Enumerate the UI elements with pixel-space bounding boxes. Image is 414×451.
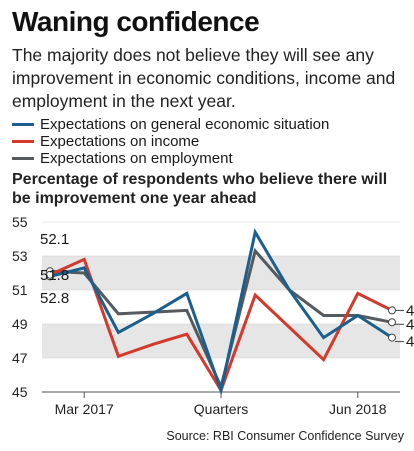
end-value-label: 49.8 bbox=[406, 302, 414, 319]
start-marker bbox=[46, 270, 54, 279]
source-note: Source: RBI Consumer Confidence Survey bbox=[166, 429, 404, 443]
end-marker bbox=[388, 306, 396, 315]
chart-heading: Percentage of respondents who believe th… bbox=[12, 171, 388, 207]
grid-band bbox=[42, 324, 400, 358]
chart-subtitle: The majority does not believe they will … bbox=[12, 45, 396, 111]
start-value-label: 52.1 bbox=[40, 231, 69, 248]
legend-swatch-employment bbox=[12, 157, 34, 160]
x-tick-label: Jun 2018 bbox=[329, 401, 387, 417]
legend-item-employment: Expectations on employment bbox=[12, 150, 329, 167]
series-lines bbox=[49, 228, 393, 396]
y-tick-label: 55 bbox=[12, 214, 28, 230]
start-value-label: 51.8 bbox=[40, 267, 69, 284]
y-tick-label: 53 bbox=[12, 248, 28, 264]
legend-item-income: Expectations on income bbox=[12, 133, 329, 150]
y-tick-label: 49 bbox=[12, 316, 28, 332]
grid-band bbox=[42, 256, 400, 290]
end-value-label: 48.2 bbox=[406, 334, 414, 351]
legend-swatch-income bbox=[12, 140, 34, 143]
chart-title: Waning confidence bbox=[12, 6, 260, 37]
y-tick-label: 51 bbox=[12, 282, 28, 298]
legend: Expectations on general economic situati… bbox=[12, 116, 329, 167]
series-line-0 bbox=[49, 228, 393, 396]
legend-item-economic: Expectations on general economic situati… bbox=[12, 116, 329, 133]
value-labels: 52.1 51.8 52.8 49.849.148.2 bbox=[40, 231, 414, 351]
y-tick-label: 47 bbox=[12, 350, 28, 366]
x-tick-label: Quarters bbox=[194, 401, 248, 417]
y-tick-label: 45 bbox=[12, 384, 28, 400]
end-marker bbox=[388, 333, 396, 342]
line-chart: 45 47 49 51 53 55 Mar 2017 Quarters Jun 2018 52… bbox=[12, 214, 414, 417]
legend-swatch-economic bbox=[12, 123, 34, 126]
x-axis: Mar 2017 Quarters Jun 2018 bbox=[42, 391, 400, 417]
legend-label-employment: Expectations on employment bbox=[40, 150, 233, 167]
legend-label-income: Expectations on income bbox=[40, 133, 200, 150]
end-marker bbox=[388, 318, 396, 327]
grid-bands bbox=[42, 256, 400, 358]
legend-label-economic: Expectations on general economic situati… bbox=[40, 116, 330, 133]
end-value-label: 49.1 bbox=[406, 316, 414, 333]
y-axis: 45 47 49 51 53 55 bbox=[12, 214, 400, 400]
x-tick-label: Mar 2017 bbox=[55, 401, 114, 417]
start-value-label: 52.8 bbox=[40, 290, 69, 307]
